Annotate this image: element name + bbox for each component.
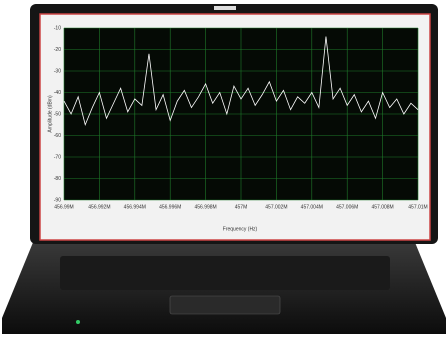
y-tick-label: -50 (54, 111, 61, 117)
x-tick-label: 456.994M (124, 204, 146, 210)
y-tick-label: -90 (54, 197, 61, 203)
x-tick-label: 456.992M (88, 204, 110, 210)
y-tick-label: -20 (54, 47, 61, 53)
webcam (214, 6, 236, 10)
y-axis-label: Amplitude (dBm) (47, 95, 53, 133)
x-tick-label: 456.998M (194, 204, 216, 210)
page: {"chart_data": {"type": "line", "x_label… (0, 0, 448, 338)
touchpad (170, 296, 280, 314)
y-tick-label: -80 (54, 176, 61, 182)
laptop: Amplitude (dBm) Frequency (Hz) -90 -80 -70… (0, 0, 448, 338)
y-tick-label: -30 (54, 68, 61, 74)
y-tick-label: -40 (54, 90, 61, 96)
y-tick-label: -10 (54, 25, 61, 31)
x-axis-label: Frequency (Hz) (223, 226, 258, 232)
keyboard (60, 256, 390, 290)
x-tick-label: 457.004M (301, 204, 323, 210)
y-tick-label: -70 (54, 154, 61, 160)
power-led (76, 320, 80, 324)
x-tick-label: 457M (235, 204, 248, 210)
x-tick-label: 456.99M (54, 204, 73, 210)
x-tick-label: 457.008M (371, 204, 393, 210)
x-tick-label: 457.006M (336, 204, 358, 210)
x-tick-label: 457.002M (265, 204, 287, 210)
x-tick-label: 456.996M (159, 204, 181, 210)
x-tick-label: 457.01M (408, 204, 427, 210)
y-tick-label: -60 (54, 133, 61, 139)
